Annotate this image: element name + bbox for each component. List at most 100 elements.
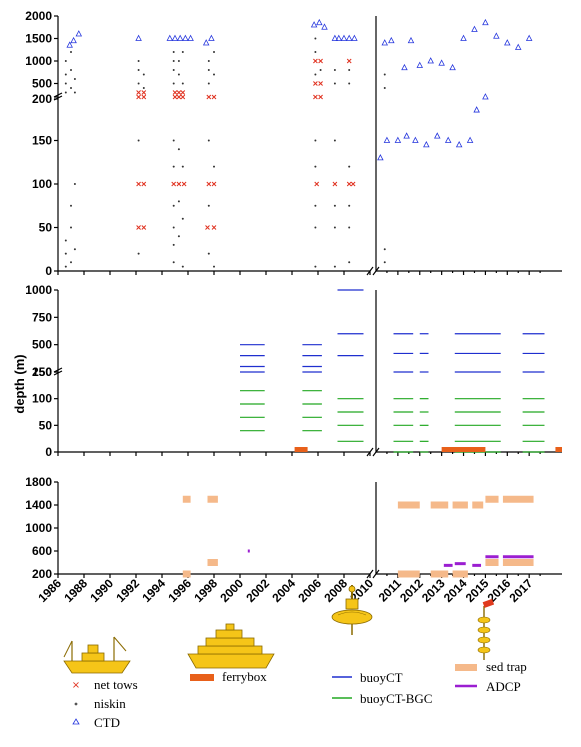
- xtick-label-2012: 2012: [397, 576, 426, 605]
- buoy-ytick-label-1000: 1000: [25, 283, 52, 297]
- CTD-point-39: [423, 140, 430, 148]
- net-tows-point-21: [171, 181, 177, 187]
- panel-moorings-break-mark-2: [372, 569, 380, 579]
- niskin-point-44: [73, 248, 76, 251]
- mooring-icon: [477, 598, 495, 660]
- buoy-ytick-label-250: 250: [32, 365, 52, 379]
- xtick-label-1988: 1988: [61, 576, 90, 605]
- niskin-point-54: [177, 200, 180, 203]
- CTD-point-13: [321, 23, 328, 30]
- niskin-point-14: [172, 82, 175, 85]
- niskin-point-17: [172, 51, 175, 53]
- niskin-point-57: [181, 217, 184, 220]
- CTD-point-12: [316, 18, 323, 26]
- ADCP-bar-2: [454, 562, 466, 566]
- niskin-point-13: [142, 73, 145, 76]
- niskin-point-26: [213, 51, 215, 53]
- CTD-point-9: [202, 39, 210, 46]
- ferrybox-bar-2: [555, 447, 562, 452]
- niskin-point-74: [348, 204, 351, 207]
- niskin-point-45: [137, 139, 140, 142]
- niskin-point-75: [348, 226, 351, 229]
- niskin-point-36: [383, 73, 386, 76]
- niskin-point-46: [137, 252, 140, 255]
- CTD-point-42: [455, 140, 463, 148]
- xtick-label-2004: 2004: [269, 576, 298, 605]
- ferrybox-bar-0: [294, 447, 308, 452]
- niskin-point-0: [64, 91, 67, 94]
- net-tows-point-15: [318, 81, 323, 86]
- niskin-point-12: [142, 87, 145, 89]
- net-tows-point-24: [206, 181, 212, 187]
- niskin-point-51: [172, 243, 175, 246]
- CTD-point-5: [171, 34, 179, 41]
- xtick-label-2013: 2013: [419, 576, 448, 605]
- CTD-point-38: [412, 136, 419, 143]
- CTD-point-0: [66, 41, 73, 48]
- sed-trap-bar-11: [430, 570, 449, 578]
- niskin-point-23: [207, 69, 210, 71]
- niskin-point-73: [348, 165, 351, 168]
- net-tows-point-13: [318, 94, 323, 100]
- y-axis-label: depth (m): [12, 354, 27, 413]
- CTD-point-30: [493, 32, 500, 39]
- net-tows-point-17: [318, 58, 323, 64]
- sed-trap-bar-4: [397, 501, 420, 509]
- CTD-point-15: [335, 34, 343, 41]
- niskin-point-53: [177, 148, 180, 151]
- CTD-point-28: [471, 25, 478, 32]
- niskin-point-32: [333, 69, 336, 71]
- niskin-point-28: [314, 51, 317, 53]
- legend-sed-trap: sed trap: [455, 659, 527, 674]
- niskin-point-11: [137, 60, 140, 62]
- niskin-point-56: [181, 165, 184, 168]
- panel-ship-break-mark-2: [372, 266, 380, 276]
- niskin-point-43: [73, 183, 76, 185]
- niskin-point-69: [333, 139, 336, 142]
- legend-net-tows-marker: ×: [72, 680, 80, 691]
- niskin-point-21: [181, 51, 184, 53]
- sed-trap-bar-0: [182, 495, 191, 503]
- xtick-label-2017: 2017: [507, 576, 536, 605]
- sed-trap-bar-14: [502, 559, 534, 566]
- legend-niskin: niskin: [74, 696, 126, 711]
- ferry-icon: [187, 623, 275, 669]
- ADCP-bar-1: [443, 563, 453, 567]
- CTD-point-2: [75, 30, 83, 37]
- CTD-point-34: [377, 154, 384, 161]
- CTD-point-25: [438, 59, 445, 66]
- niskin-point-76: [348, 261, 351, 264]
- CTD-point-24: [427, 57, 434, 64]
- niskin-point-64: [314, 139, 317, 142]
- net-tows-point-28: [205, 225, 210, 230]
- niskin-point-40: [70, 261, 72, 264]
- niskin-point-16: [172, 60, 175, 62]
- panel-buoys-y-break-1: [53, 367, 63, 373]
- CTD-point-40: [434, 132, 441, 139]
- niskin-point-67: [314, 226, 317, 229]
- buoy-ytick-lower-label-0: 0: [45, 445, 52, 459]
- panel-ship-y-break-1: [53, 92, 63, 98]
- buoy-ytick-label-500: 500: [32, 338, 52, 352]
- CTD-point-33: [525, 34, 533, 41]
- legend-sed-trap-label: sed trap: [486, 659, 527, 674]
- ADCP-bar-0: [247, 549, 250, 553]
- ferrybox-bar-1: [441, 447, 486, 452]
- ship-ytick-label-1000: 1000: [25, 54, 52, 68]
- ship-ytick-label-1500: 1500: [25, 32, 52, 46]
- sed-trap-bar-9: [502, 495, 534, 503]
- niskin-point-48: [172, 165, 175, 168]
- CTD-point-44: [473, 106, 480, 113]
- niskin-point-41: [70, 226, 72, 229]
- sed-trap-bar-3: [182, 570, 191, 578]
- legend-net-tows-label: net tows: [94, 677, 138, 692]
- net-tows-point-26: [136, 225, 141, 230]
- panel-buoys-y-break-2: [53, 370, 63, 376]
- net-tows-point-32: [346, 181, 352, 187]
- net-tows-point-4: [172, 94, 178, 100]
- niskin-point-7: [73, 91, 76, 94]
- CTD-point-37: [403, 132, 410, 139]
- CTD-point-31: [504, 39, 511, 46]
- legend-ferrybox: ferrybox: [190, 669, 267, 684]
- niskin-point-78: [383, 261, 386, 264]
